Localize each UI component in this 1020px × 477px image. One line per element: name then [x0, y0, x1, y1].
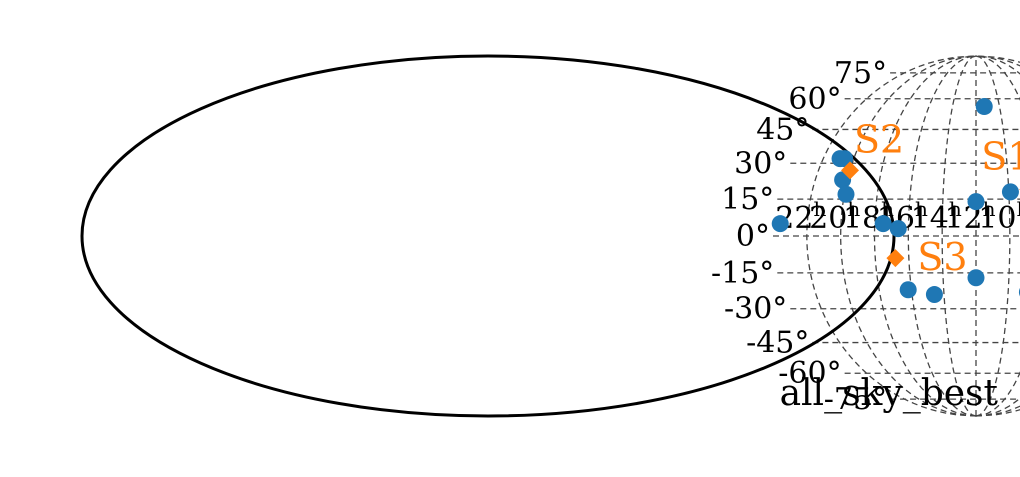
dec-tick-label: -45° [746, 326, 809, 361]
dec-tick-label: 75° [834, 56, 887, 91]
ra-tick-label: 18h [843, 197, 894, 236]
dec-tick-label: 60° [788, 82, 841, 117]
data-point [889, 220, 907, 238]
data-point [1001, 183, 1019, 201]
ra-tick-label: 20h [809, 197, 860, 236]
corner-label: all_sky_best [780, 373, 999, 414]
source-markers: S1 S2 S3 [840, 117, 1020, 279]
data-point [967, 193, 985, 211]
map-boundary [80, 54, 896, 418]
dec-tick-label: -75° [824, 382, 887, 417]
ra-tick-label: 14h [911, 197, 962, 236]
dec-tick-label: -30° [724, 292, 787, 327]
dec-tick-label: 45° [756, 112, 809, 147]
ra-tick-label: 12h [944, 197, 995, 236]
source-label: S3 [917, 235, 967, 279]
meridian-line [941, 55, 977, 417]
dec-tick-label: -60° [778, 356, 841, 391]
data-point [874, 215, 892, 233]
dec-tick-label: 30° [734, 146, 787, 181]
data-point [967, 269, 985, 287]
dec-tick-labels: 75°60°45°30°15°0°-15°-30°-45°-60°-75° [711, 56, 887, 417]
data-point [899, 281, 917, 299]
source-label: S1 [981, 134, 1020, 178]
map-outline [80, 54, 896, 418]
dec-tick-label: 0° [736, 219, 770, 254]
data-point [975, 98, 993, 116]
data-point [771, 215, 789, 233]
data-point [837, 185, 855, 203]
source-marker [886, 249, 905, 268]
dec-tick-label: -15° [711, 256, 774, 291]
source-marker [840, 161, 859, 180]
data-point [925, 286, 943, 304]
dec-tick-label: 15° [721, 182, 774, 217]
source-label: S2 [854, 117, 904, 161]
grid-lines [773, 55, 1020, 417]
ra-tick-label: 10h [978, 197, 1020, 236]
